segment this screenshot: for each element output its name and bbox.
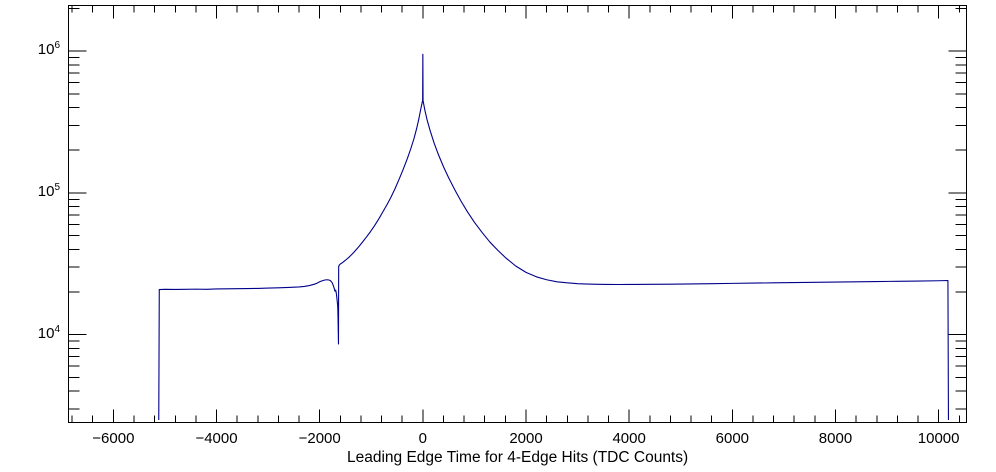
x-axis-tick-label: 10000 bbox=[917, 429, 960, 447]
y-axis-tick-label: 104 bbox=[12, 323, 60, 342]
x-axis-tick-label: 2000 bbox=[509, 429, 543, 447]
data-series-line bbox=[158, 53, 949, 420]
x-axis-ticks bbox=[71, 5, 960, 423]
x-axis-tick-label: 6000 bbox=[715, 429, 750, 447]
y-axis-tick-label: 105 bbox=[12, 181, 60, 200]
x-axis-title: Leading Edge Time for 4-Edge Hits (TDC C… bbox=[347, 449, 689, 466]
x-axis-tick-label: −2000 bbox=[298, 429, 341, 447]
y-axis-tick-label: 106 bbox=[12, 40, 60, 59]
y-tick-exponent: 5 bbox=[54, 181, 60, 193]
x-axis-tick-label: −4000 bbox=[195, 429, 238, 447]
x-axis-tick-label: 0 bbox=[418, 429, 428, 447]
y-tick-mantissa: 10 bbox=[37, 182, 55, 200]
x-axis-tick-label: 4000 bbox=[612, 429, 646, 447]
y-tick-mantissa: 10 bbox=[37, 41, 55, 59]
plot-frame bbox=[68, 5, 967, 423]
y-tick-exponent: 4 bbox=[54, 323, 60, 335]
x-axis-tick-label: −6000 bbox=[92, 429, 135, 447]
y-tick-mantissa: 10 bbox=[37, 324, 55, 342]
x-axis-tick-label: 8000 bbox=[818, 429, 853, 447]
y-tick-exponent: 6 bbox=[54, 40, 60, 52]
y-axis-ticks bbox=[68, 8, 967, 410]
